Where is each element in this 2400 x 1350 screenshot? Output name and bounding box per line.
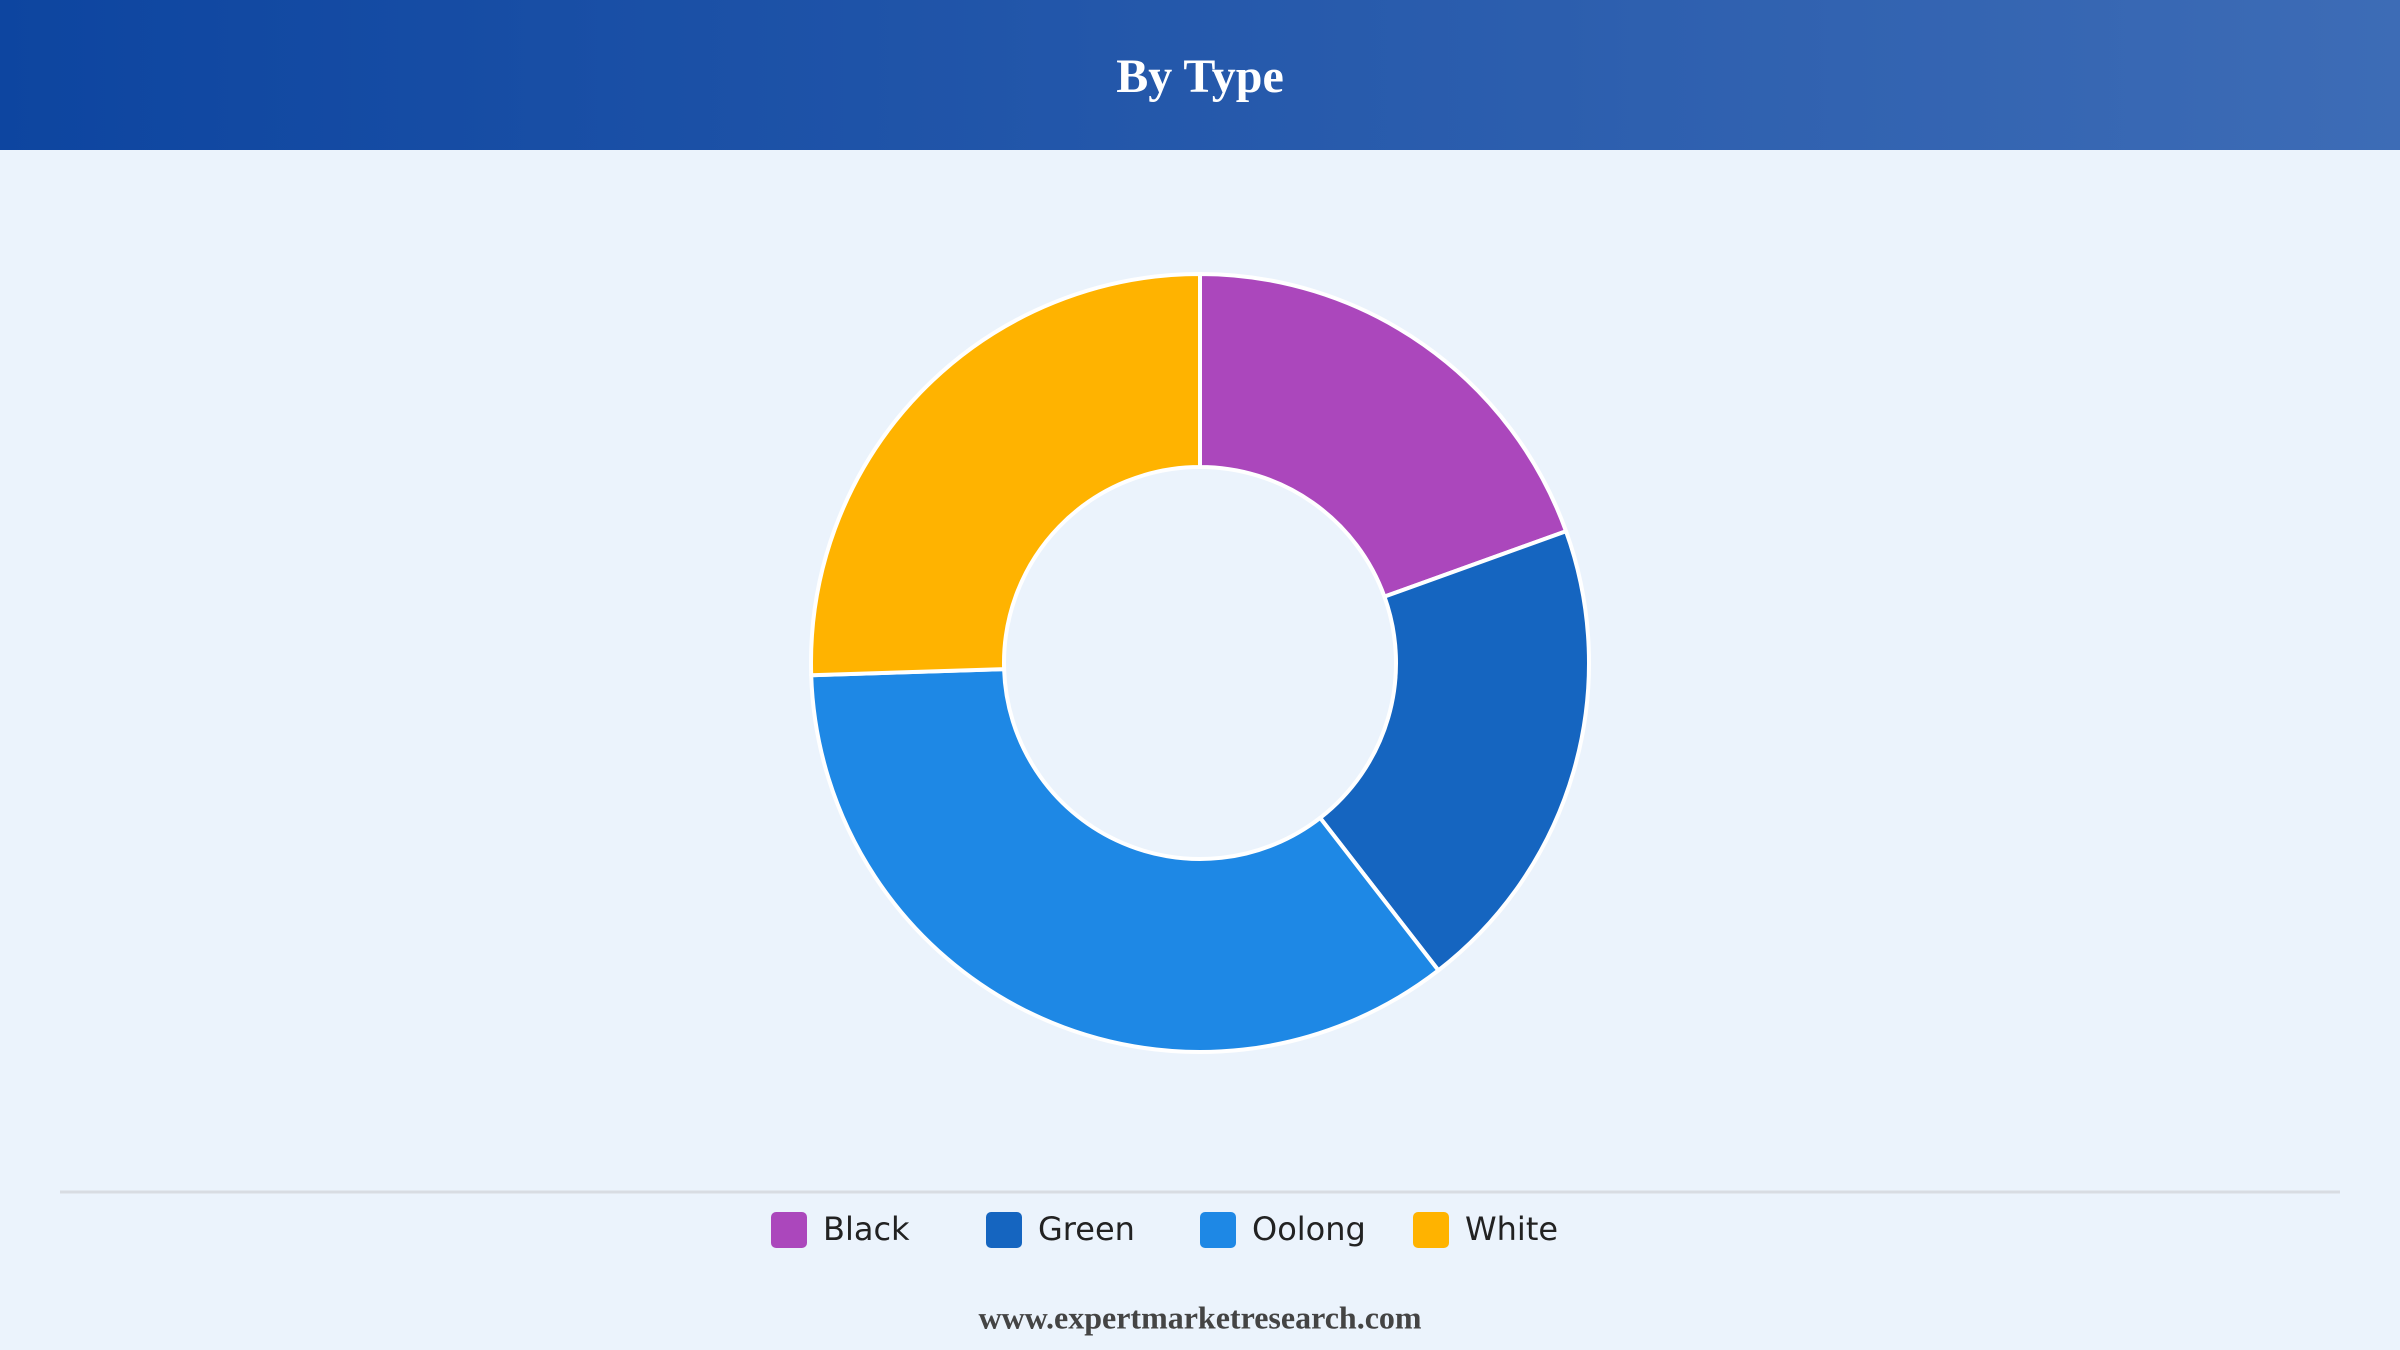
legend-swatch [771,1212,807,1248]
legend: Black Green Oolong White [771,1210,1558,1248]
legend-label: White [1465,1210,1558,1248]
donut-slice [1318,529,1591,973]
header-bar [0,0,2400,150]
chart-title: By Type [1116,50,1284,103]
legend-swatch [1200,1212,1236,1248]
legend-label: Oolong [1252,1210,1366,1248]
source: www.expertmarketresearch.com [978,1299,1421,1335]
legend-label: Green [1038,1210,1135,1248]
legend-label: Black [823,1210,910,1248]
donut-slice [1198,272,1568,599]
donut [809,272,1591,1054]
legend-swatch [986,1212,1022,1248]
donut-slice [809,667,1441,1054]
donut-slice [809,272,1202,678]
legend-swatch [1413,1212,1449,1248]
